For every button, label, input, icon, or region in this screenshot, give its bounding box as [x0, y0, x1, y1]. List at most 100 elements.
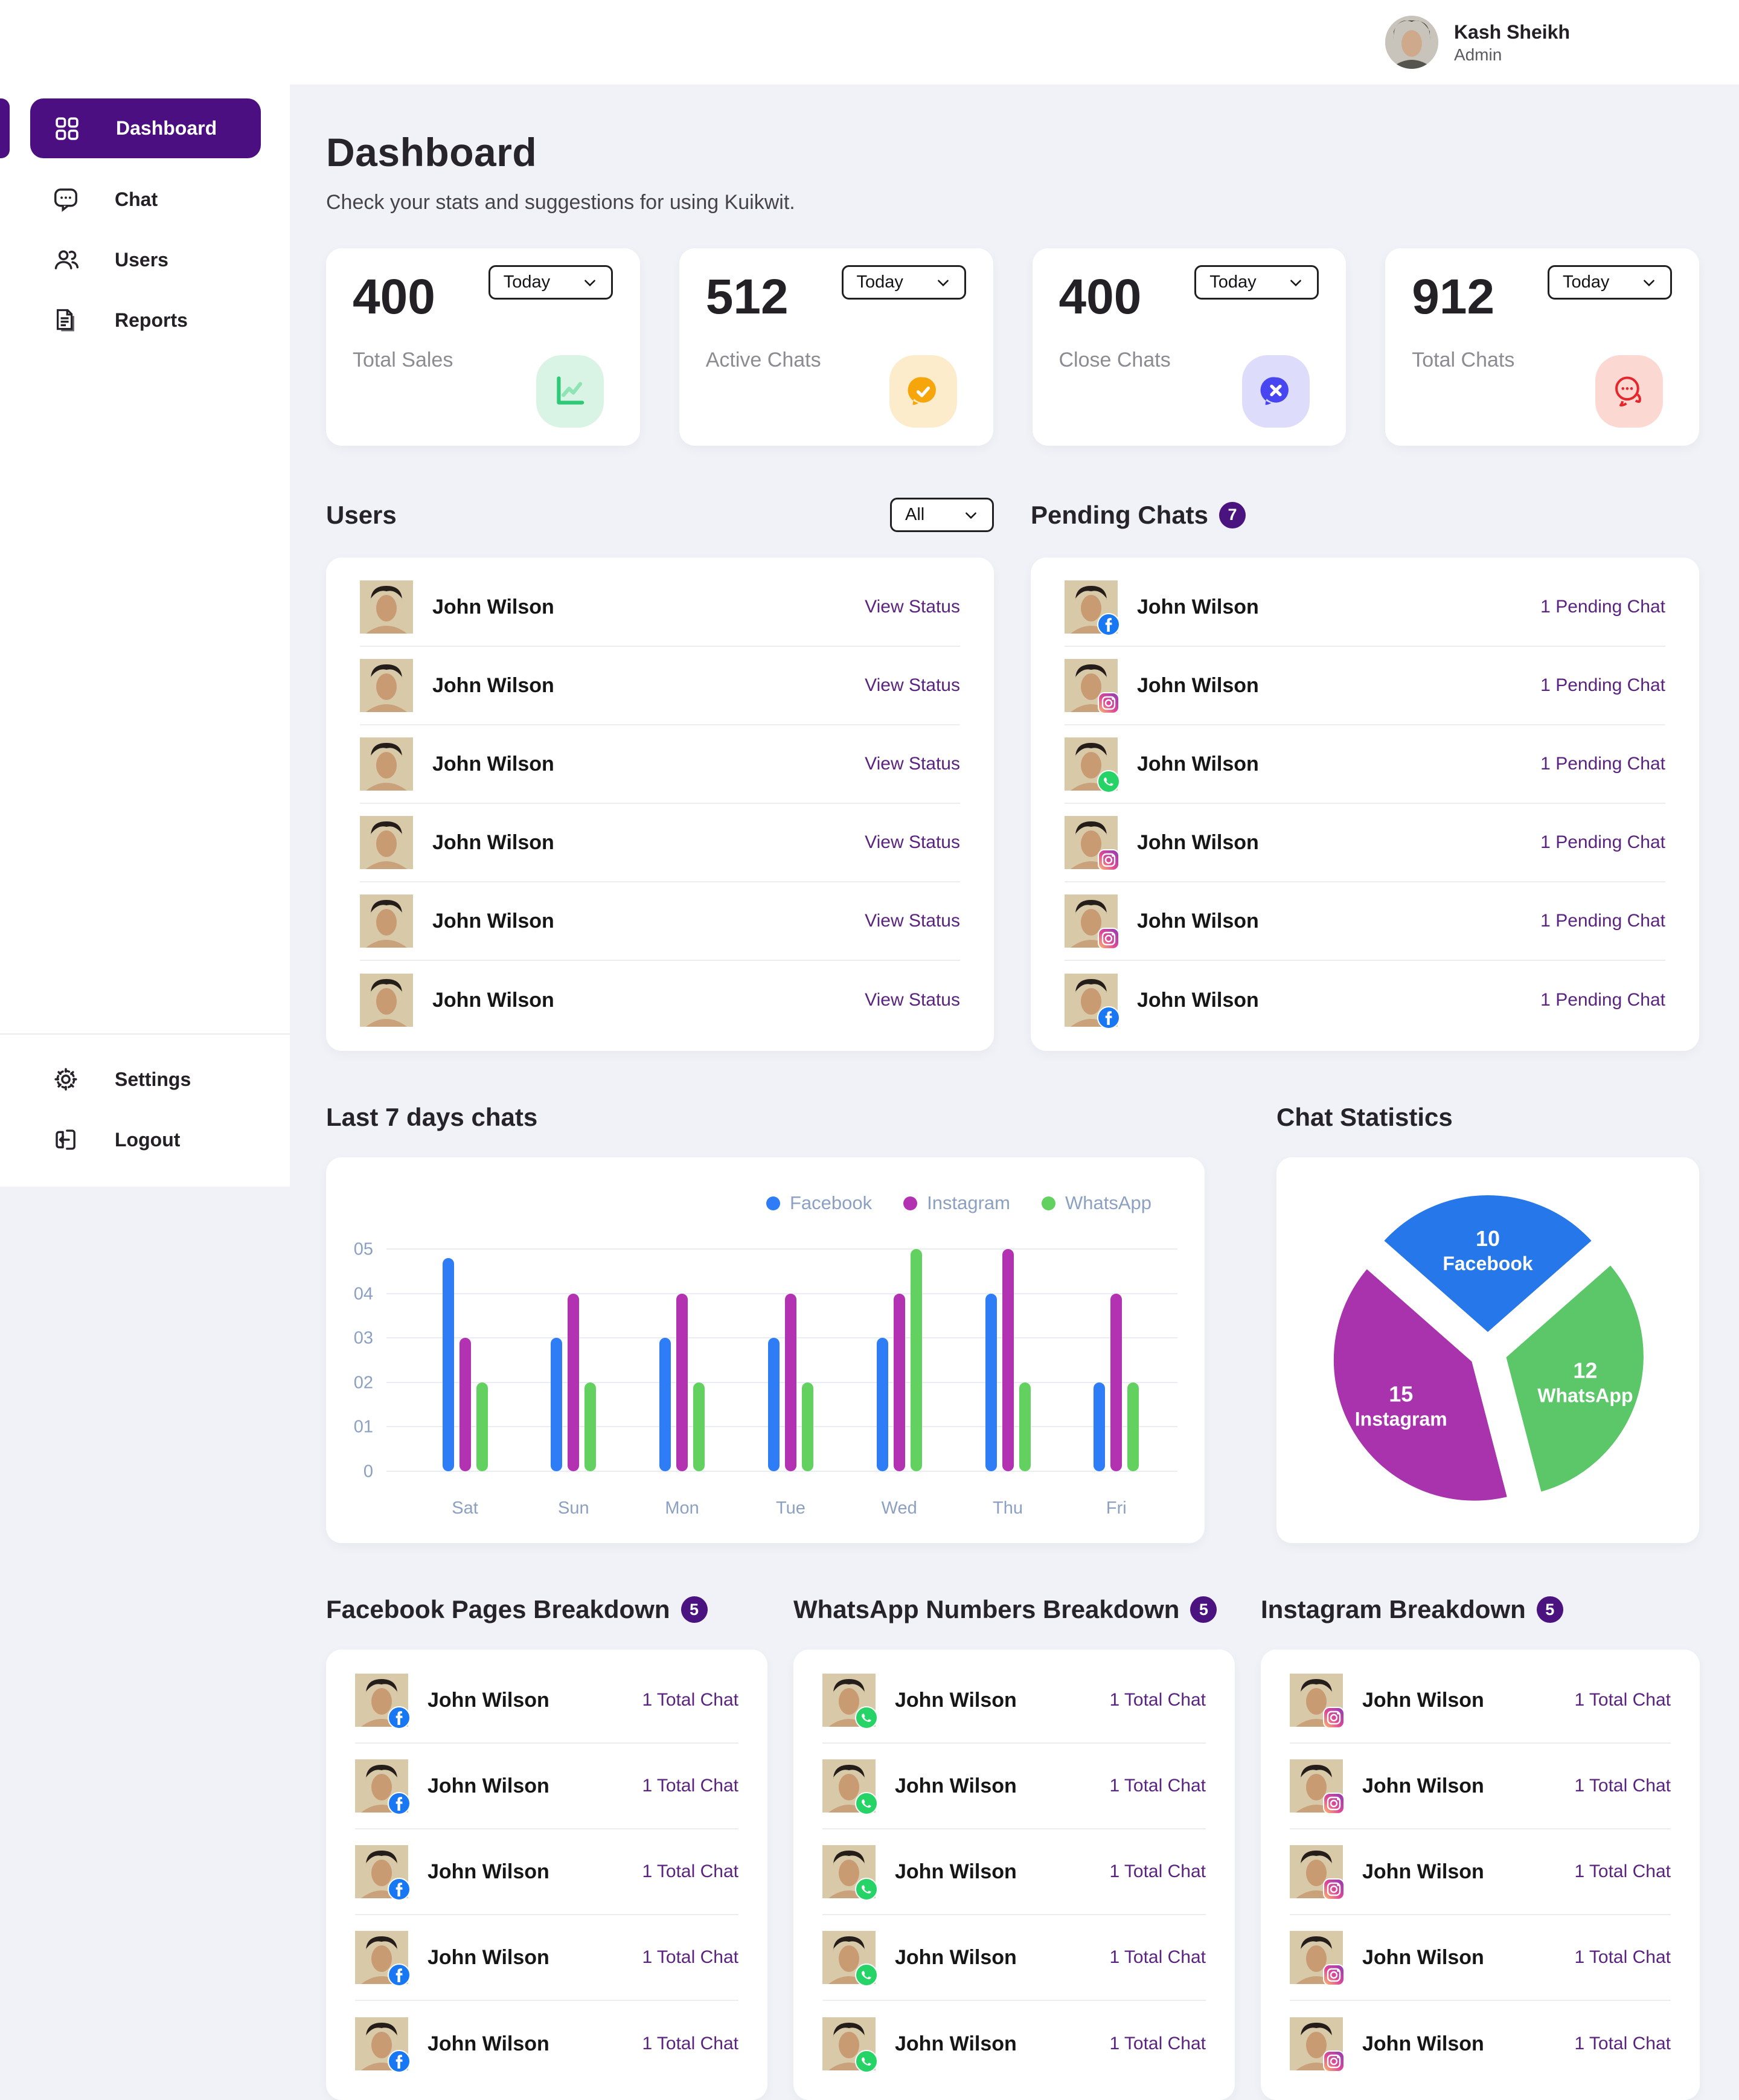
- period-select[interactable]: Today: [1194, 265, 1319, 300]
- sidebar-item-settings[interactable]: Settings: [0, 1049, 290, 1109]
- bar-instagram-wed: [893, 1293, 905, 1471]
- pending-chat-link[interactable]: 1 Pending Chat: [1540, 754, 1665, 774]
- stat-value: 400: [1058, 269, 1142, 324]
- bar-instagram-mon: [676, 1293, 688, 1471]
- period-select[interactable]: Today: [488, 265, 613, 300]
- user-name: John Wilson: [428, 1945, 549, 1969]
- x-axis-tick: Thu: [993, 1498, 1023, 1518]
- sidebar-footer: Settings Logout: [0, 1033, 290, 1187]
- view-status-link[interactable]: View Status: [865, 911, 960, 931]
- view-status-link[interactable]: View Status: [865, 597, 960, 617]
- total-chat-link[interactable]: 1 Total Chat: [1574, 2034, 1671, 2053]
- pie-value-label: 15: [1389, 1382, 1413, 1407]
- avatar: [822, 2017, 878, 2073]
- breakdown-row: John Wilson 1 Total Chat: [355, 2001, 738, 2087]
- filter-value: All: [905, 505, 925, 524]
- period-select[interactable]: Today: [841, 265, 966, 300]
- total-chat-link[interactable]: 1 Total Chat: [642, 1947, 738, 1967]
- view-status-link[interactable]: View Status: [865, 990, 960, 1010]
- breakdown-count-badge: 5: [1536, 1596, 1563, 1623]
- pending-count-badge: 7: [1219, 501, 1246, 528]
- period-select[interactable]: Today: [1548, 265, 1672, 300]
- view-status-link[interactable]: View Status: [865, 832, 960, 852]
- total-chat-link[interactable]: 1 Total Chat: [1109, 2034, 1206, 2053]
- pie-name-label: Facebook: [1443, 1253, 1533, 1274]
- breakdown-row: John Wilson 1 Total Chat: [822, 1915, 1206, 2001]
- user-name: John Wilson: [432, 752, 554, 775]
- view-status-link[interactable]: View Status: [865, 675, 960, 695]
- user-name: John Wilson: [895, 1688, 1017, 1712]
- total-chat-link[interactable]: 1 Total Chat: [1109, 1861, 1206, 1881]
- pie-value-label: 10: [1476, 1226, 1500, 1251]
- pie-name-label: Instagram: [1355, 1408, 1447, 1430]
- view-status-link[interactable]: View Status: [865, 754, 960, 774]
- total-chat-link[interactable]: 1 Total Chat: [1574, 1947, 1671, 1967]
- bar-instagram-sat: [459, 1338, 471, 1471]
- total-chat-link[interactable]: 1 Total Chat: [1109, 1776, 1206, 1796]
- pending-row: John Wilson 1 Pending Chat: [1065, 804, 1665, 882]
- bar-facebook-wed: [876, 1338, 888, 1471]
- users-filter-select[interactable]: All: [890, 498, 994, 532]
- legend-label: WhatsApp: [1065, 1192, 1151, 1213]
- platform-badge-icon: [1097, 613, 1120, 636]
- sidebar-item-dashboard[interactable]: Dashboard: [30, 98, 261, 158]
- user-name: John Wilson: [895, 1945, 1017, 1969]
- total-chat-link[interactable]: 1 Total Chat: [642, 2034, 738, 2053]
- bar-instagram-tue: [784, 1293, 796, 1471]
- gridline: [386, 1381, 1177, 1383]
- total-chat-link[interactable]: 1 Total Chat: [642, 1690, 738, 1710]
- y-axis-tick: 01: [353, 1417, 373, 1437]
- chat-icon: [52, 185, 80, 213]
- total-chat-link[interactable]: 1 Total Chat: [642, 1776, 738, 1796]
- pending-chat-link[interactable]: 1 Pending Chat: [1540, 832, 1665, 852]
- user-name: John Wilson: [895, 1860, 1017, 1883]
- pending-chat-link[interactable]: 1 Pending Chat: [1540, 675, 1665, 695]
- total-chat-link[interactable]: 1 Total Chat: [1109, 1690, 1206, 1710]
- sidebar-item-chat[interactable]: Chat: [0, 169, 290, 230]
- pie-chart-header: Chat Statistics: [1276, 1103, 1699, 1132]
- pending-chat-link[interactable]: 1 Pending Chat: [1540, 911, 1665, 931]
- logout-icon: [52, 1126, 80, 1154]
- page-subtitle: Check your stats and suggestions for usi…: [326, 191, 795, 214]
- chat-close-icon: [1242, 355, 1310, 428]
- total-chat-link[interactable]: 1 Total Chat: [642, 1861, 738, 1881]
- avatar: [360, 737, 413, 791]
- total-chat-link[interactable]: 1 Total Chat: [1574, 1861, 1671, 1881]
- breakdown-count-badge: 5: [681, 1596, 708, 1623]
- user-name: Kash Sheikh: [1453, 21, 1570, 43]
- total-chat-link[interactable]: 1 Total Chat: [1574, 1690, 1671, 1710]
- platform-badge-icon: [1322, 1878, 1345, 1901]
- pie-value-label: 12: [1573, 1358, 1597, 1382]
- y-axis-tick: 0: [363, 1462, 373, 1482]
- sidebar-item-label: Logout: [115, 1128, 181, 1151]
- chart-line-icon: [536, 355, 604, 428]
- sidebar-item-users[interactable]: Users: [0, 230, 290, 290]
- breakdown-row: John Wilson 1 Total Chat: [822, 1658, 1206, 1744]
- total-chat-link[interactable]: 1 Total Chat: [1574, 1776, 1671, 1796]
- sidebar-item-label: Reports: [115, 309, 188, 331]
- breakdown-row: John Wilson 1 Total Chat: [355, 1915, 738, 2001]
- avatar: [355, 1759, 411, 1815]
- topbar-user[interactable]: Kash Sheikh Admin: [1385, 16, 1570, 69]
- gear-icon: [52, 1065, 80, 1093]
- sidebar-item-logout[interactable]: Logout: [0, 1109, 290, 1170]
- stat-cards: 400 Today Total Sales 512 Today Active C…: [326, 248, 1699, 446]
- bar-whatsapp-fri: [1127, 1382, 1139, 1471]
- pending-chat-link[interactable]: 1 Pending Chat: [1540, 597, 1665, 617]
- stat-card-total-sales: 400 Today Total Sales: [326, 248, 640, 446]
- avatar: [1065, 974, 1120, 1029]
- pending-chat-link[interactable]: 1 Pending Chat: [1540, 990, 1665, 1010]
- bar-plot: 0 01 02 03 04 05 Sat Sun Mon Tue Wed Thu Fri: [354, 1240, 1177, 1518]
- chevron-down-icon: [1288, 275, 1304, 291]
- sidebar-item-label: Settings: [115, 1068, 191, 1090]
- active-indicator: [0, 98, 10, 158]
- breakdown-title: WhatsApp Numbers Breakdown: [793, 1595, 1180, 1623]
- avatar: [1290, 1845, 1345, 1901]
- user-name: John Wilson: [432, 988, 554, 1012]
- total-chat-link[interactable]: 1 Total Chat: [1109, 1947, 1206, 1967]
- user-name: John Wilson: [1137, 830, 1259, 854]
- sidebar-item-reports[interactable]: Reports: [0, 290, 290, 350]
- user-name: John Wilson: [1362, 1774, 1484, 1797]
- platform-badge-icon: [855, 1964, 878, 1986]
